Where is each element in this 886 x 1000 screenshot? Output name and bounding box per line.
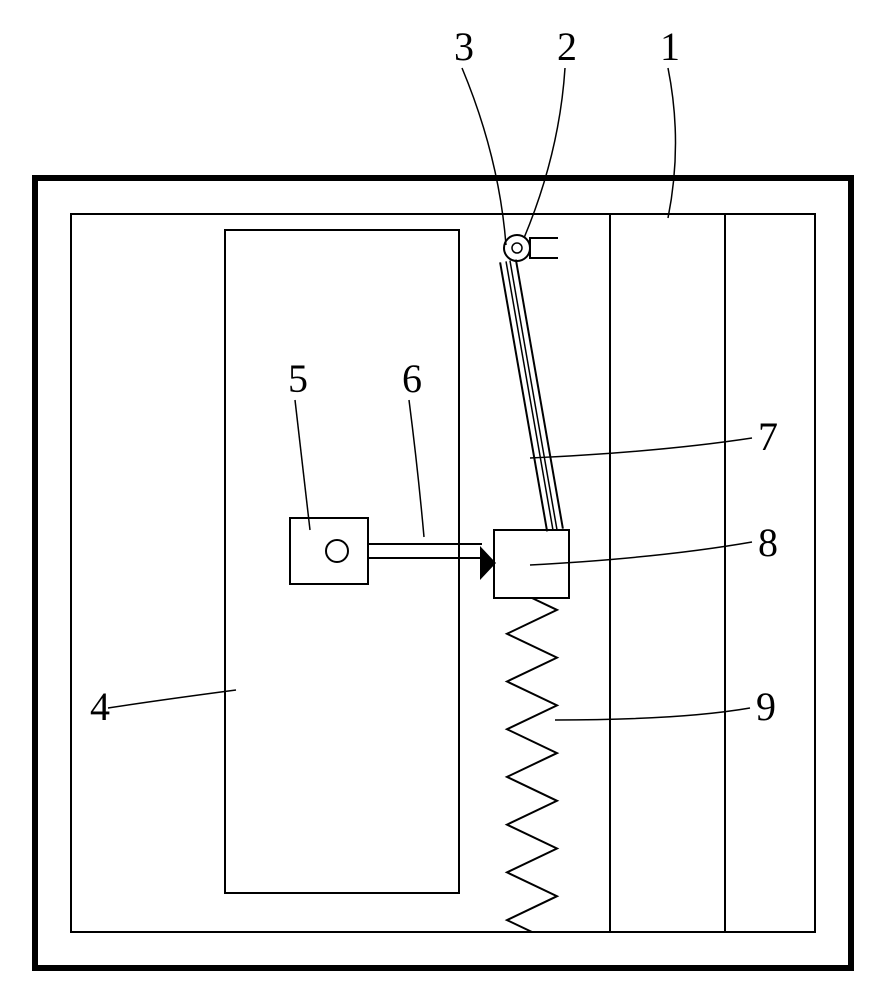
label-7: 7 xyxy=(758,414,778,459)
label-2: 2 xyxy=(557,24,577,69)
label-1: 1 xyxy=(660,24,680,69)
label-4: 4 xyxy=(90,684,110,729)
label-5: 5 xyxy=(288,356,308,401)
label-9: 9 xyxy=(756,684,776,729)
label-3: 3 xyxy=(454,24,474,69)
label-6: 6 xyxy=(402,356,422,401)
label-8: 8 xyxy=(758,520,778,565)
